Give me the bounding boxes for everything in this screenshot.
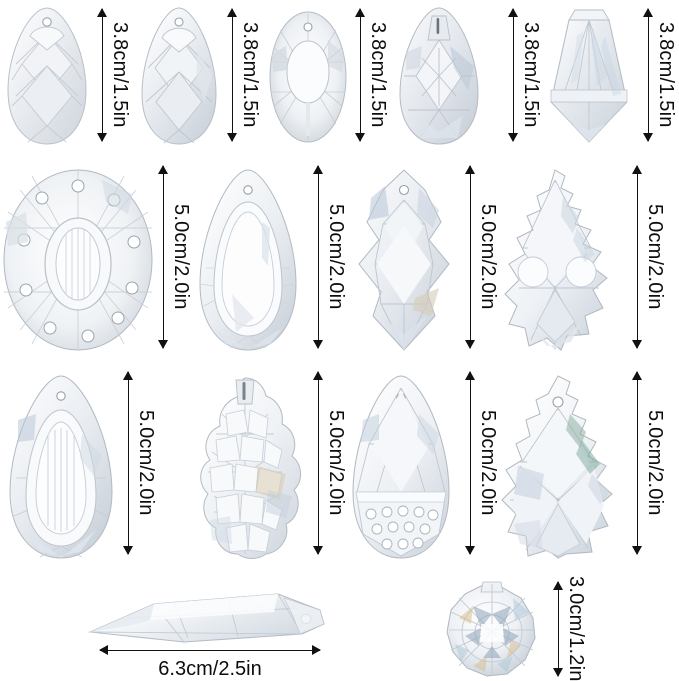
dimension-label: 3.8cm/1.5in bbox=[520, 22, 542, 128]
arrow-head-bottom bbox=[643, 133, 654, 142]
arrow-head-bottom bbox=[508, 133, 519, 142]
crystal-bumpy-pinecone-pendant bbox=[186, 374, 304, 560]
dimension-line bbox=[360, 9, 361, 141]
dimension-line bbox=[232, 9, 233, 141]
dimension-line bbox=[318, 372, 319, 554]
dimension-label: 5.0cm/2.0in bbox=[325, 204, 347, 310]
crystal-baroque-maple-pendant bbox=[503, 168, 611, 352]
dimension-label: 3.8cm/1.5in bbox=[109, 22, 131, 128]
arrow-head-bottom bbox=[632, 546, 643, 555]
dimension-label: 5.0cm/2.0in bbox=[170, 204, 192, 310]
arrow-head-top bbox=[227, 8, 238, 17]
crystal-marquise-leaf-pendant bbox=[355, 168, 453, 352]
dimension-label: 5.0cm/2.0in bbox=[325, 410, 347, 516]
dimension-line bbox=[102, 9, 103, 141]
crystal-teardrop-ribbed-pendant bbox=[6, 374, 116, 560]
dimension-line bbox=[100, 650, 320, 651]
dimension-line bbox=[513, 9, 514, 141]
crystal-almond-faceted-pendant bbox=[6, 6, 88, 146]
dimension-line bbox=[163, 166, 164, 348]
dimension-line bbox=[470, 372, 471, 554]
dimension-label: 3.8cm/1.5in bbox=[239, 22, 261, 128]
dimension-line bbox=[318, 166, 319, 348]
crystal-baroque-leaf-pendant bbox=[500, 374, 616, 560]
arrow-head-bottom bbox=[313, 340, 324, 349]
dimension-line bbox=[648, 9, 649, 141]
arrow-head-top bbox=[643, 8, 654, 17]
arrow-head-top bbox=[123, 371, 134, 380]
dimension-label: 3.0cm/1.2in bbox=[565, 576, 587, 681]
arrow-head-bottom bbox=[553, 668, 564, 677]
arrow-head-left bbox=[99, 645, 108, 656]
arrow-head-bottom bbox=[123, 546, 134, 555]
arrow-head-bottom bbox=[465, 546, 476, 555]
arrow-head-bottom bbox=[313, 546, 324, 555]
dimension-label: 3.8cm/1.5in bbox=[655, 22, 677, 128]
arrow-head-bottom bbox=[97, 133, 108, 142]
arrow-head-bottom bbox=[158, 340, 169, 349]
dimension-label: 5.0cm/2.0in bbox=[477, 410, 499, 516]
crystal-oval-sun-flat-pendant bbox=[268, 10, 348, 144]
dimension-line bbox=[637, 166, 638, 348]
dimension-label: 5.0cm/2.0in bbox=[135, 410, 157, 516]
arrow-head-top bbox=[465, 165, 476, 174]
arrow-head-top bbox=[313, 371, 324, 380]
arrow-head-bottom bbox=[465, 340, 476, 349]
arrow-head-right bbox=[312, 645, 321, 656]
arrow-head-top bbox=[632, 371, 643, 380]
arrow-head-top bbox=[313, 165, 324, 174]
dimension-line bbox=[470, 166, 471, 348]
arrow-head-top bbox=[508, 8, 519, 17]
dimension-label: 5.0cm/2.0in bbox=[644, 204, 666, 310]
arrow-head-top bbox=[632, 165, 643, 174]
arrow-head-top bbox=[158, 165, 169, 174]
dimension-line bbox=[558, 582, 559, 676]
arrow-head-bottom bbox=[355, 133, 366, 142]
crystal-oval-bubble-dot-pendant bbox=[2, 168, 157, 351]
arrow-head-bottom bbox=[227, 133, 238, 142]
crystal-teardrop-star-pendant bbox=[398, 6, 480, 146]
crystal-faceted-crystal-ball bbox=[443, 580, 541, 681]
arrow-head-top bbox=[355, 8, 366, 17]
crystal-cone-diamond-pendant bbox=[547, 6, 631, 146]
arrow-head-bottom bbox=[632, 340, 643, 349]
crystal-teardrop-dimple-pendant bbox=[349, 374, 453, 560]
dimension-label: 5.0cm/2.0in bbox=[477, 204, 499, 310]
arrow-head-top bbox=[465, 371, 476, 380]
crystal-long-icicle-spear-prism bbox=[88, 590, 328, 645]
dimension-label: 3.8cm/1.5in bbox=[367, 22, 389, 128]
dimension-line bbox=[637, 372, 638, 554]
crystal-teardrop-smooth-pendant bbox=[196, 168, 300, 352]
dimension-label: 5.0cm/2.0in bbox=[644, 410, 666, 516]
dimension-line bbox=[128, 372, 129, 554]
arrow-head-top bbox=[553, 581, 564, 590]
arrow-head-top bbox=[97, 8, 108, 17]
crystal-teardrop-faceted-pendant bbox=[140, 6, 218, 146]
dimension-label: 6.3cm/2.5in bbox=[158, 658, 262, 680]
